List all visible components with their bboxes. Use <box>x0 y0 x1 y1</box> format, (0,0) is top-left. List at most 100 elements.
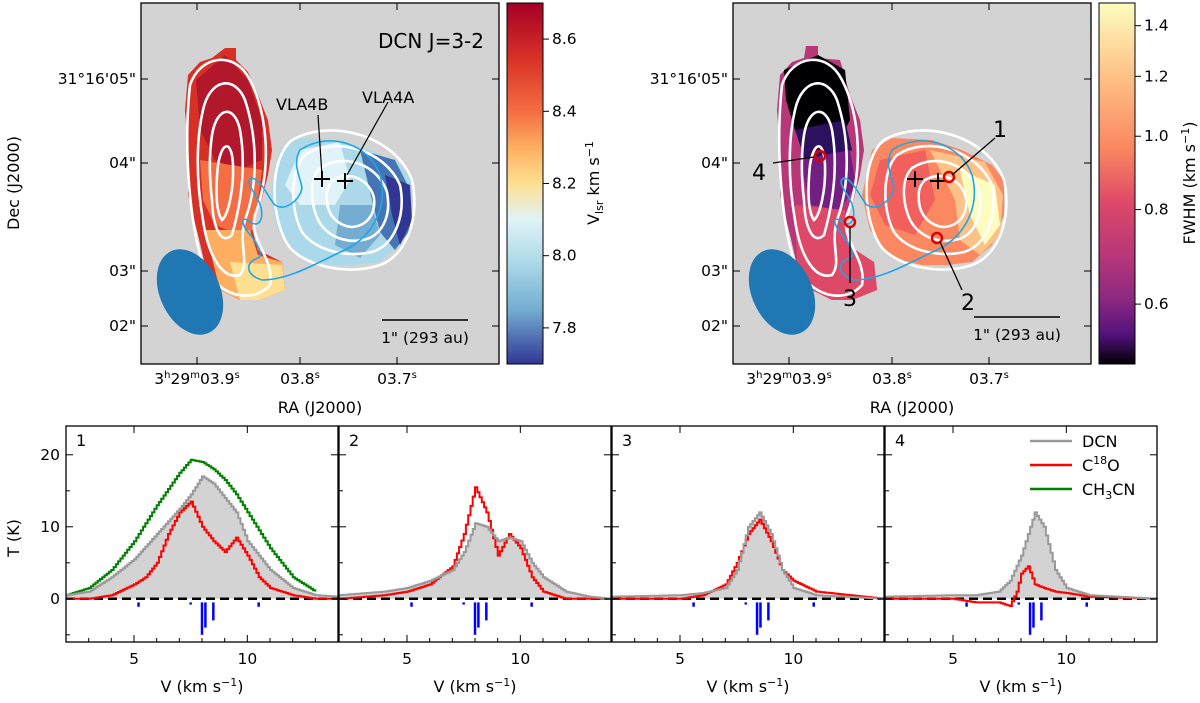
x-tick-label: 5 <box>129 650 139 668</box>
series-line-c18o <box>612 518 885 600</box>
y-tick-label: 31°16'05" <box>650 70 728 88</box>
colorbar-label: Vlsr km s−1 <box>583 141 606 225</box>
spectrum-panel-4: 4 5 10 V (km s−1) <box>884 425 1158 696</box>
x-tick-label: 5 <box>948 650 958 668</box>
y-tick-label: 03" <box>109 262 136 280</box>
spectra-y-axis-label: T (K) <box>4 519 23 558</box>
colorbar-tick-label: 1.4 <box>1144 17 1169 35</box>
colorbar-ticks: 8.6 8.4 8.2 8.0 7.8 <box>543 30 577 337</box>
x-tick-label: 5 <box>675 650 685 668</box>
x-tick-label: 03.7s <box>377 370 417 388</box>
beam-ellipse <box>156 249 224 335</box>
colorbar-tick-label: 7.8 <box>552 319 577 337</box>
x-tick-label: 3h29m03.9s <box>154 370 239 388</box>
colorbar-tick-label: 1.2 <box>1144 67 1169 85</box>
colorbar-tick-label: 0.6 <box>1144 295 1169 313</box>
x-tick-label: 10 <box>783 650 803 668</box>
beam-ellipse <box>748 249 816 335</box>
panel-label: 2 <box>349 431 359 450</box>
plot-area <box>885 426 1157 642</box>
colorbar-ticks: 1.4 1.2 1.0 0.8 0.6 <box>1135 17 1169 313</box>
y-tick-label: 31°16'05" <box>58 70 136 88</box>
x-tick-label: 03.8s <box>872 370 912 388</box>
x-tick-label: 10 <box>1056 650 1076 668</box>
x-tick-label: 10 <box>237 650 257 668</box>
position-pointer <box>772 156 815 164</box>
source-markers <box>907 171 946 189</box>
fwhm-map-axes: 3h29m03.9s 03.8s 03.7s RA (J2000) 31°16'… <box>650 3 1091 417</box>
cyan-contour <box>834 140 976 281</box>
colorbar-label: FWHM (km s−1) <box>1179 122 1199 245</box>
colorbar-tick-label: 8.4 <box>552 102 577 120</box>
y-tick-label: 04" <box>109 154 136 172</box>
fwhm-colorbar: 1.4 1.2 1.0 0.8 0.6 FWHM (km s−1) <box>1098 2 1199 365</box>
x-axis-label: RA (J2000) <box>278 398 362 417</box>
scale-bar-label: 1" (293 au) <box>381 329 469 347</box>
x-axis-label: V (km s−1) <box>706 676 789 696</box>
series-line-dcn <box>612 511 885 600</box>
x-tick-label: 10 <box>510 650 530 668</box>
y-tick-label: 02" <box>109 317 136 335</box>
series-line-ch3cn <box>66 458 317 597</box>
x-axis-label: RA (J2000) <box>870 398 954 417</box>
y-tick-label: 0 <box>50 590 60 608</box>
spectrum-panel-3: 3 5 10 V (km s−1) <box>611 425 885 696</box>
position-label: 3 <box>843 287 857 312</box>
velocity-colorbar: 8.6 8.4 8.2 8.0 7.8 Vlsr km s−1 <box>506 2 606 365</box>
panel-label: 3 <box>622 431 632 450</box>
fwhm-map-panel: 1" (293 au) 1 2 3 4 <box>732 2 1092 365</box>
spectra-legend: DCN C18O CH3CN <box>1030 432 1135 502</box>
position-pointer <box>951 137 996 176</box>
panel-label: 1 <box>76 431 86 450</box>
spectra-panels: 1 5 10 0 10 20 V (km s−1) 2 5 10 V (km s−1) 3 5 10 V (… <box>40 425 1158 696</box>
colorbar-tick-label: 1.0 <box>1144 127 1169 145</box>
y-tick-label: 04" <box>701 154 728 172</box>
series-line-dcn <box>339 522 612 600</box>
map-title: DCN J=3-2 <box>378 29 484 53</box>
map-frame <box>140 2 500 365</box>
series-line-c18o <box>339 486 611 600</box>
spectrum-panel-1: 1 5 10 0 10 20 V (km s−1) <box>40 425 339 696</box>
velocity-map-panel: 1" (293 au) VLA4B VLA4A DCN J=3-2 <box>140 2 500 365</box>
dcn-intensity-contours <box>185 58 416 297</box>
series-line-c18o <box>66 500 338 600</box>
position-label: 1 <box>993 118 1007 143</box>
position-pointer <box>939 241 963 291</box>
source-label-vla4a: VLA4A <box>362 88 414 107</box>
series-line-dcn <box>66 475 339 598</box>
y-tick-label: 02" <box>701 317 728 335</box>
map-frame <box>732 2 1092 365</box>
cyan-contour <box>242 140 384 281</box>
vla4b-pointer <box>317 114 323 177</box>
x-axis-label: V (km s−1) <box>160 676 243 696</box>
x-tick-label: 03.8s <box>280 370 320 388</box>
velocity-map-axes: 3h29m03.9s 03.8s 03.7s RA (J2000) 31°16'… <box>4 3 499 417</box>
panel-label: 4 <box>895 431 905 450</box>
dcn-area <box>612 512 884 599</box>
colorbar-tick-label: 8.2 <box>552 175 577 193</box>
scale-bar-label: 1" (293 au) <box>973 326 1061 344</box>
dcn-area <box>339 523 611 599</box>
legend-label-dcn: DCN <box>1082 432 1117 451</box>
y-tick-label: 10 <box>40 518 60 536</box>
vla4a-pointer <box>346 101 389 176</box>
x-axis-label: V (km s−1) <box>433 676 516 696</box>
colorbar-tick-label: 8.0 <box>552 247 577 265</box>
position-label: 2 <box>961 291 975 316</box>
colorbar-tick-label: 0.8 <box>1144 201 1169 219</box>
position-label: 4 <box>752 161 766 186</box>
legend-label-ch3cn: CH3CN <box>1082 480 1135 502</box>
y-tick-label: 20 <box>40 446 60 464</box>
series-line-dcn <box>885 511 1158 600</box>
x-axis-label: V (km s−1) <box>979 676 1062 696</box>
spectrum-panel-2: 2 5 10 V (km s−1) <box>338 425 612 696</box>
source-label-vla4b: VLA4B <box>276 95 328 114</box>
y-axis-label: Dec (J2000) <box>4 136 23 230</box>
legend-label-c18o: C18O <box>1082 454 1120 475</box>
x-tick-label: 03.7s <box>969 370 1009 388</box>
x-tick-label: 3h29m03.9s <box>746 370 831 388</box>
x-tick-label: 5 <box>402 650 412 668</box>
colorbar-tick-label: 8.6 <box>552 30 577 48</box>
y-tick-label: 03" <box>701 262 728 280</box>
